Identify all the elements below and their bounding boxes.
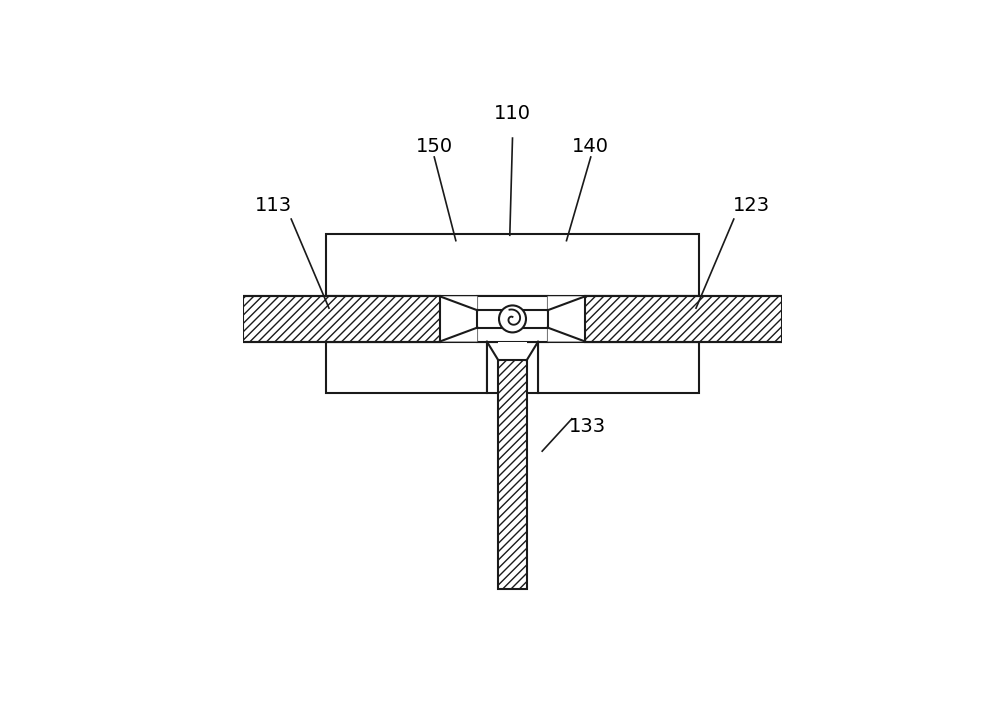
Polygon shape bbox=[548, 327, 585, 341]
Polygon shape bbox=[326, 341, 487, 393]
Polygon shape bbox=[538, 341, 699, 393]
Text: 113: 113 bbox=[255, 196, 292, 215]
Text: 110: 110 bbox=[494, 104, 531, 123]
Polygon shape bbox=[326, 234, 699, 297]
Polygon shape bbox=[498, 360, 527, 589]
Circle shape bbox=[499, 306, 526, 332]
Polygon shape bbox=[477, 297, 548, 341]
Polygon shape bbox=[498, 341, 527, 360]
Polygon shape bbox=[585, 297, 782, 341]
Polygon shape bbox=[487, 341, 538, 393]
Polygon shape bbox=[548, 297, 585, 311]
Polygon shape bbox=[440, 297, 477, 311]
Text: 140: 140 bbox=[572, 137, 609, 156]
Text: 150: 150 bbox=[416, 137, 453, 156]
Text: 133: 133 bbox=[568, 417, 606, 437]
Text: 123: 123 bbox=[733, 196, 770, 215]
Polygon shape bbox=[243, 297, 440, 341]
Polygon shape bbox=[440, 327, 477, 341]
